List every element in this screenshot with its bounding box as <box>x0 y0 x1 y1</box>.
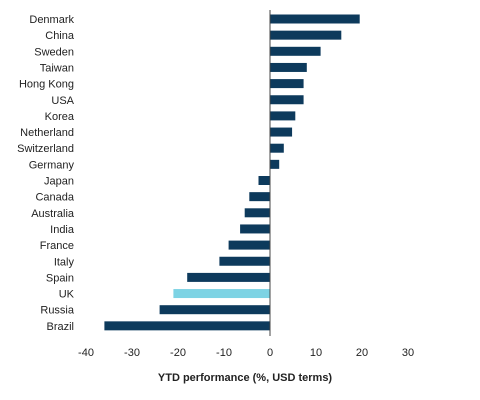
category-label: Netherland <box>20 127 74 139</box>
bar <box>187 272 270 282</box>
bar <box>240 224 270 234</box>
bar <box>270 111 296 121</box>
category-label: Switzerland <box>17 143 74 155</box>
bar <box>159 305 270 315</box>
bar <box>258 176 270 185</box>
bar <box>270 79 304 89</box>
category-label: Denmark <box>29 14 74 26</box>
category-label: Brazil <box>46 321 74 333</box>
bar <box>249 192 270 202</box>
category-label: Australia <box>31 208 75 220</box>
category-label: Canada <box>35 192 74 204</box>
x-tick-label: 20 <box>356 347 368 359</box>
category-label: Germany <box>29 159 75 171</box>
category-label: Japan <box>44 176 74 188</box>
x-tick-labels: -40 -30 -20 -10 0 10 20 30 <box>78 347 414 359</box>
x-tick-label: -20 <box>170 347 186 359</box>
bar <box>173 289 270 299</box>
category-label: Italy <box>54 256 75 268</box>
x-axis-title: YTD performance (%, USD terms) <box>158 372 333 384</box>
bar <box>270 46 321 56</box>
category-label: Sweden <box>34 46 74 58</box>
x-tick-label: -30 <box>124 347 140 359</box>
category-labels: Denmark China Sweden Taiwan Hong Kong USA Kore… <box>17 14 75 333</box>
category-label: Korea <box>45 111 75 123</box>
bar <box>219 256 270 266</box>
category-label: France <box>40 240 74 252</box>
bar <box>270 159 280 169</box>
bar <box>270 127 293 137</box>
bar <box>228 240 270 250</box>
bar <box>270 95 304 105</box>
x-tick-label: -40 <box>78 347 94 359</box>
bar <box>270 62 307 72</box>
category-label: UK <box>59 289 75 301</box>
category-label: Hong Kong <box>19 79 74 91</box>
bar <box>270 14 360 24</box>
category-label: USA <box>51 95 74 107</box>
category-label: China <box>45 30 75 42</box>
x-tick-label: 0 <box>267 347 273 359</box>
x-tick-label: 30 <box>402 347 414 359</box>
x-tick-label: -10 <box>216 347 232 359</box>
category-label: India <box>50 224 75 236</box>
bars <box>104 14 360 331</box>
bar <box>104 321 271 331</box>
bar <box>244 208 270 218</box>
bar <box>270 143 284 153</box>
category-label: Taiwan <box>40 62 74 74</box>
x-tick-label: 10 <box>310 347 322 359</box>
bar <box>270 30 342 40</box>
category-label: Spain <box>46 272 74 284</box>
category-label: Russia <box>40 305 75 317</box>
